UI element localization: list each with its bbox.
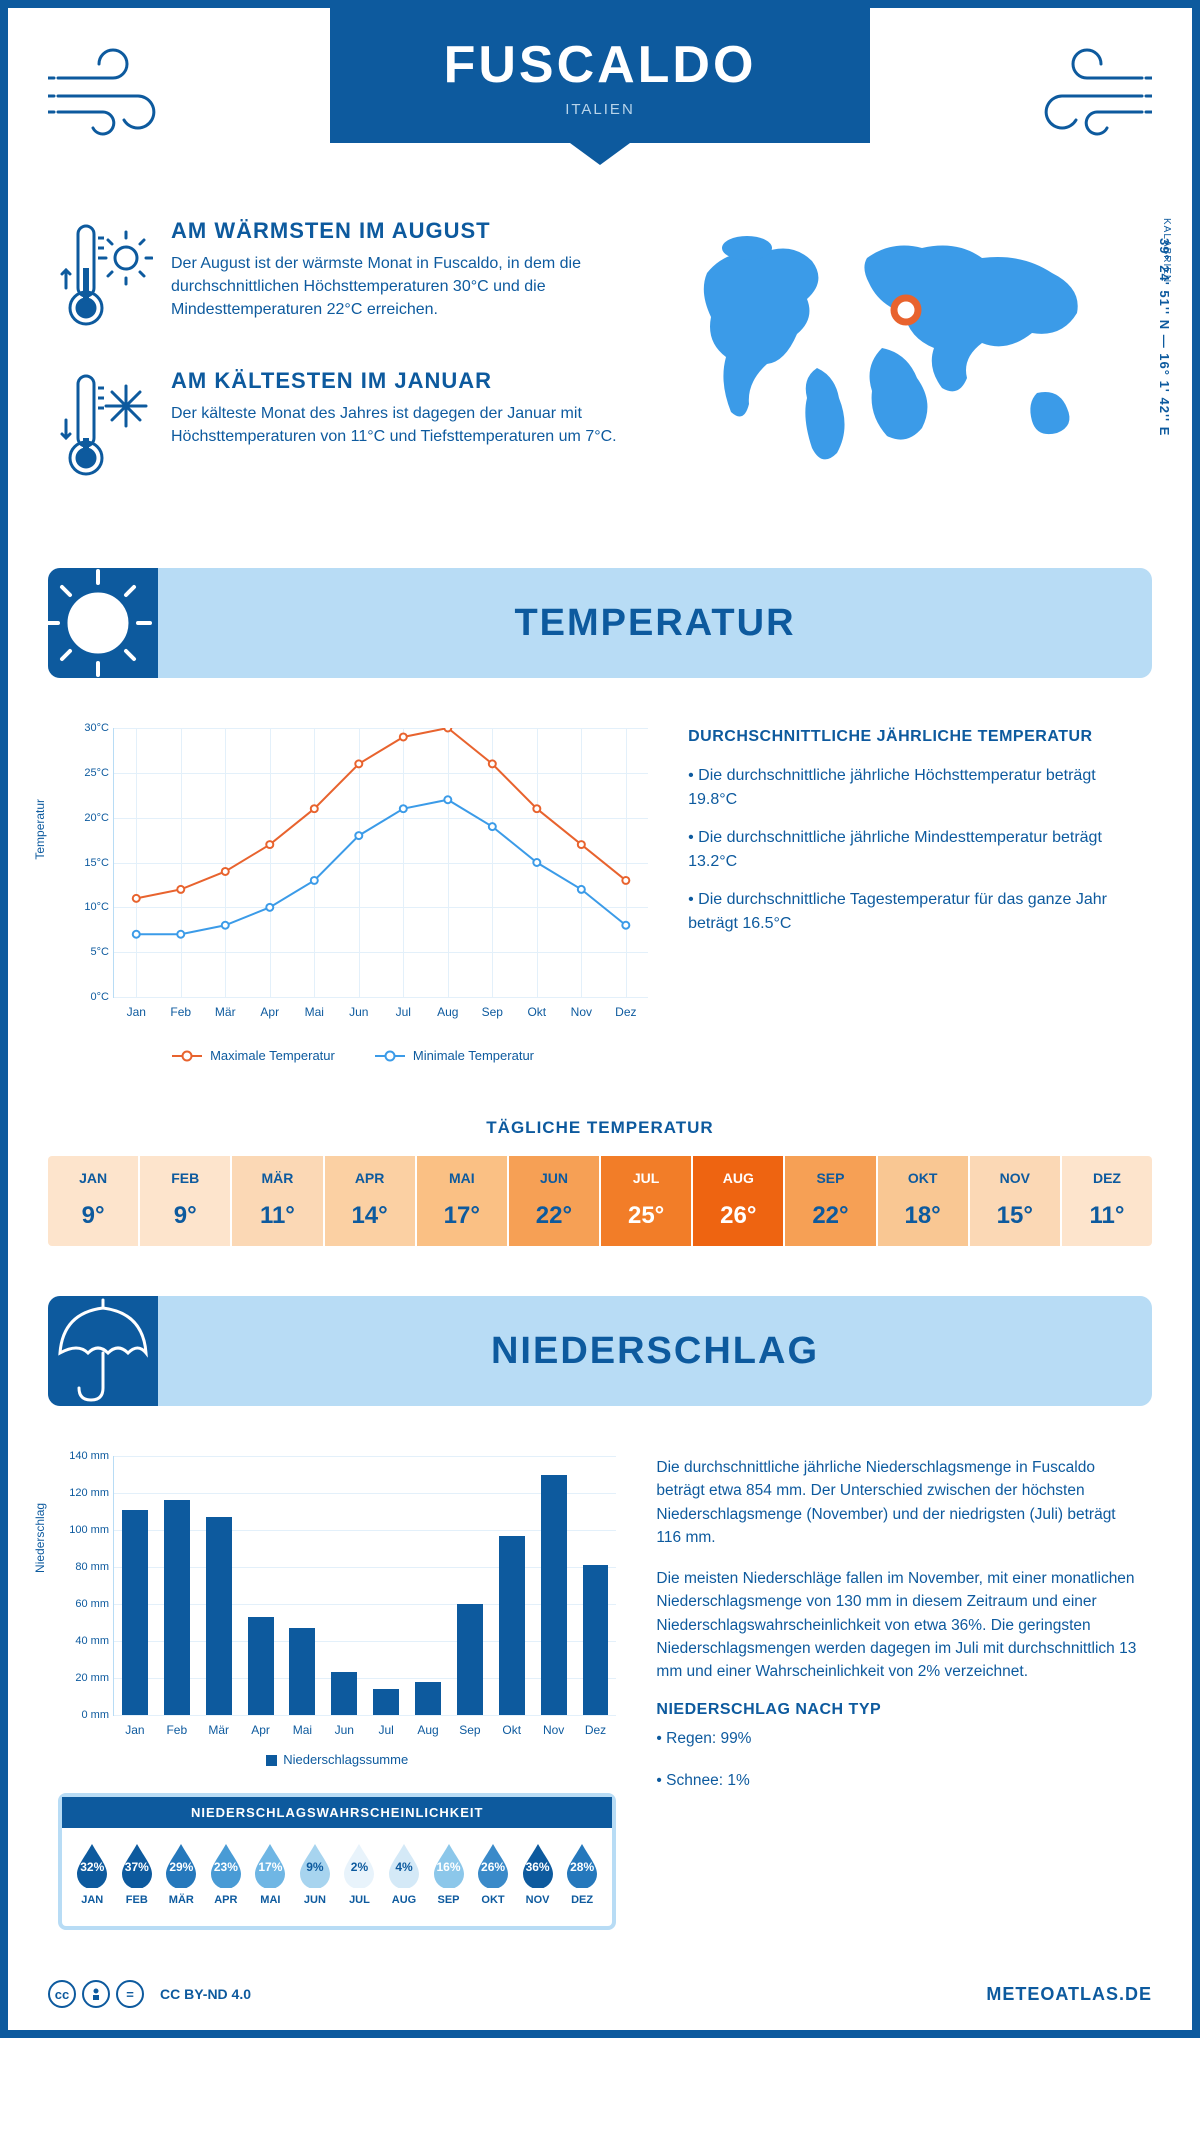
page-title: FUSCALDO [330,35,870,95]
bar [583,1565,609,1715]
bar-legend: Niederschlagssumme [58,1752,616,1767]
precip-para-2: Die meisten Niederschläge fallen im Nove… [656,1567,1142,1683]
summary-section: AM WÄRMSTEN IM AUGUST Der August ist der… [8,198,1192,548]
heat-cell: OKT18° [878,1156,970,1246]
sun-icon [48,568,158,678]
legend-min: Minimale Temperatur [413,1048,534,1063]
bar [457,1604,483,1715]
drop-item: 29%MÄR [159,1842,204,1906]
precip-probability-box: NIEDERSCHLAGSWAHRSCHEINLICHKEIT 32%JAN37… [58,1793,616,1930]
temp-section-banner: TEMPERATUR [48,568,1152,678]
drop-item: 28%DEZ [560,1842,605,1906]
temp-section-title: TEMPERATUR [158,602,1152,645]
bar [206,1517,232,1715]
temp-bullet-1: • Die durchschnittliche jährliche Höchst… [688,764,1142,812]
drop-item: 17%MAI [248,1842,293,1906]
coldest-title: AM KÄLTESTEN IM JANUAR [171,368,642,394]
heat-cell: MÄR11° [232,1156,324,1246]
precip-snow: • Schnee: 1% [656,1769,1142,1792]
coordinates: 39° 24' 51'' N — 16° 1' 42'' E [1157,238,1172,436]
coldest-block: AM KÄLTESTEN IM JANUAR Der kälteste Mona… [58,368,642,488]
bar [415,1682,441,1715]
header: FUSCALDO ITALIEN [8,8,1192,198]
bar [499,1536,525,1715]
temp-bullet-3: • Die durchschnittliche Tagestemperatur … [688,888,1142,936]
license-text: CC BY-ND 4.0 [160,1986,251,2002]
heat-cell: APR14° [325,1156,417,1246]
heat-cell: NOV15° [970,1156,1062,1246]
chart-legend: .leg-line:nth-child(1)::after{border-col… [58,1048,648,1063]
drop-item: 37%FEB [115,1842,160,1906]
by-icon [82,1980,110,2008]
wind-icon [1022,48,1152,143]
cc-icon: cc [48,1980,76,2008]
bar [164,1500,190,1715]
thermometer-sun-icon [58,218,153,338]
heat-cell: JUL25° [601,1156,693,1246]
warmest-text: Der August ist der wärmste Monat in Fusc… [171,252,642,322]
heat-cell: AUG26° [693,1156,785,1246]
y-axis-label: Temperatur [33,799,47,860]
legend-max: Maximale Temperatur [210,1048,335,1063]
country-label: ITALIEN [330,101,870,118]
heat-cell: JUN22° [509,1156,601,1246]
wind-icon [48,48,178,143]
world-map: KALABRIEN 39° 24' 51'' N — 16° 1' 42'' E [682,218,1142,518]
prob-title: NIEDERSCHLAGSWAHRSCHEINLICHKEIT [62,1797,612,1828]
daily-temp-heatmap: JAN9°FEB9°MÄR11°APR14°MAI17°JUN22°JUL25°… [48,1156,1152,1246]
drop-item: 36%NOV [515,1842,560,1906]
heat-cell: MAI17° [417,1156,509,1246]
precip-rain: • Regen: 99% [656,1727,1142,1750]
drop-item: 9%JUN [293,1842,338,1906]
bar [122,1510,148,1715]
bar [331,1672,357,1715]
drop-item: 4%AUG [382,1842,427,1906]
cc-license: cc = CC BY-ND 4.0 [48,1980,251,2008]
warmest-title: AM WÄRMSTEN IM AUGUST [171,218,642,244]
infographic-page: FUSCALDO ITALIEN [0,0,1200,2038]
coldest-text: Der kälteste Monat des Jahres ist dagege… [171,402,642,448]
temperature-line-chart: Temperatur 0°C5°C10°C15°C20°C25°C30°CJan… [58,728,648,1063]
footer: cc = CC BY-ND 4.0 METEOATLAS.DE [8,1960,1192,2030]
precip-para-1: Die durchschnittliche jährliche Niedersc… [656,1456,1142,1549]
temp-desc-title: DURCHSCHNITTLICHE JÄHRLICHE TEMPERATUR [688,728,1142,746]
precip-section-title: NIEDERSCHLAG [158,1330,1152,1373]
drop-item: 23%APR [204,1842,249,1906]
nd-icon: = [116,1980,144,2008]
bar [289,1628,315,1715]
title-ribbon: FUSCALDO ITALIEN [330,0,870,143]
daily-temp-title: TÄGLICHE TEMPERATUR [8,1118,1192,1138]
bar [248,1617,274,1715]
heat-cell: SEP22° [785,1156,877,1246]
heat-cell: FEB9° [140,1156,232,1246]
bar [373,1689,399,1715]
precip-type-title: NIEDERSCHLAG NACH TYP [656,1701,1142,1719]
temp-bullet-2: • Die durchschnittliche jährliche Mindes… [688,826,1142,874]
precip-description: Die durchschnittliche jährliche Niedersc… [656,1456,1142,1930]
y-axis-label: Niederschlag [33,1503,47,1573]
heat-cell: DEZ11° [1062,1156,1152,1246]
temp-description: DURCHSCHNITTLICHE JÄHRLICHE TEMPERATUR •… [688,728,1142,1063]
heat-cell: JAN9° [48,1156,140,1246]
bar [541,1475,567,1716]
umbrella-icon [48,1296,158,1406]
drop-item: 16%SEP [426,1842,471,1906]
site-name: METEOATLAS.DE [986,1984,1152,2005]
drop-item: 32%JAN [70,1842,115,1906]
drop-item: 26%OKT [471,1842,516,1906]
drop-item: 2%JUL [337,1842,382,1906]
warmest-block: AM WÄRMSTEN IM AUGUST Der August ist der… [58,218,642,338]
thermometer-snow-icon [58,368,153,488]
precipitation-bar-chart: Niederschlag 0 mm20 mm40 mm60 mm80 mm100… [58,1456,616,1746]
precip-section-banner: NIEDERSCHLAG [48,1296,1152,1406]
